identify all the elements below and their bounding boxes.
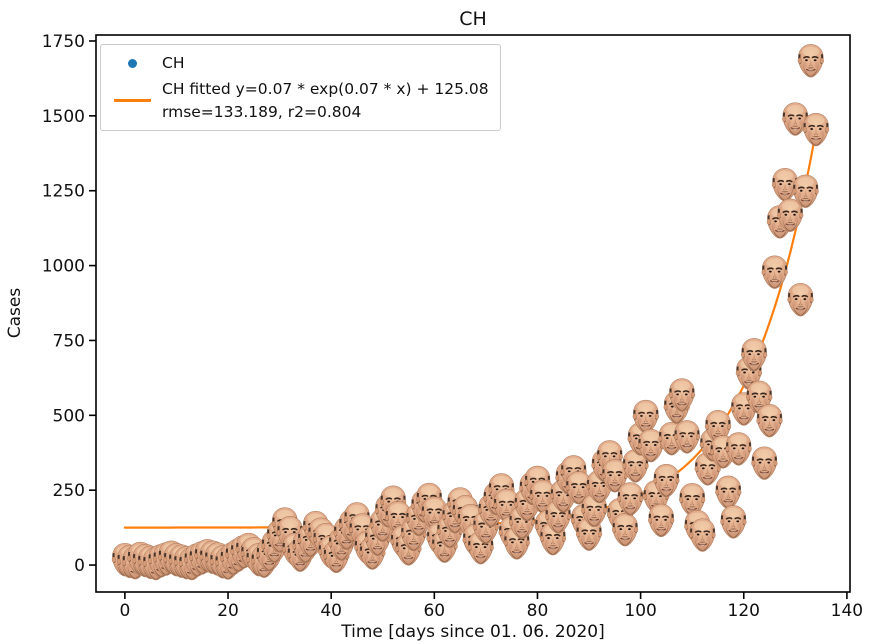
x-tick-label: 140: [831, 601, 863, 621]
y-tick-label: 1500: [42, 107, 85, 127]
chart-title: CH: [459, 8, 487, 30]
legend-marker-cell: [110, 58, 154, 68]
x-axis-label: Time [days since 01. 06. 2020]: [340, 622, 605, 642]
y-axis-label: Cases: [5, 288, 25, 339]
legend-fit-stats: rmse=133.189, r2=0.804: [162, 102, 362, 121]
y-tick-label: 250: [53, 481, 85, 501]
legend-label-ch: CH: [162, 54, 185, 72]
y-tick-label: 750: [53, 331, 85, 351]
legend-entry-fit: CH fitted y=0.07 * exp(0.07 * x) + 125.0…: [110, 78, 489, 123]
legend-marker-cell: [110, 99, 154, 103]
legend-label-fit: CH fitted y=0.07 * exp(0.07 * x) + 125.0…: [162, 78, 489, 123]
y-tick-label: 1250: [42, 182, 85, 202]
x-tick-label: 60: [423, 601, 445, 621]
y-tick-label: 500: [53, 406, 85, 426]
x-tick-label: 20: [217, 601, 239, 621]
legend: CH CH fitted y=0.07 * exp(0.07 * x) + 12…: [100, 44, 501, 132]
legend-entry-ch: CH: [110, 52, 489, 74]
legend-fit-equation: CH fitted y=0.07 * exp(0.07 * x) + 125.0…: [162, 80, 489, 99]
y-tick-label: 0: [74, 556, 85, 576]
x-tick-label: 0: [119, 601, 130, 621]
x-tick-label: 120: [728, 601, 760, 621]
scatter-dot-icon: [127, 58, 137, 68]
x-axis-ticks: 0 20 40 60 80 100 120 140: [119, 592, 863, 621]
x-tick-label: 40: [320, 601, 342, 621]
x-tick-label: 80: [527, 601, 549, 621]
y-tick-label: 1750: [42, 32, 85, 52]
x-tick-label: 100: [624, 601, 656, 621]
y-tick-label: 1000: [42, 257, 85, 277]
fit-line-icon: [113, 99, 151, 103]
y-axis-ticks: 0 250 500 750 1000 1250 1500 1750: [42, 32, 96, 576]
